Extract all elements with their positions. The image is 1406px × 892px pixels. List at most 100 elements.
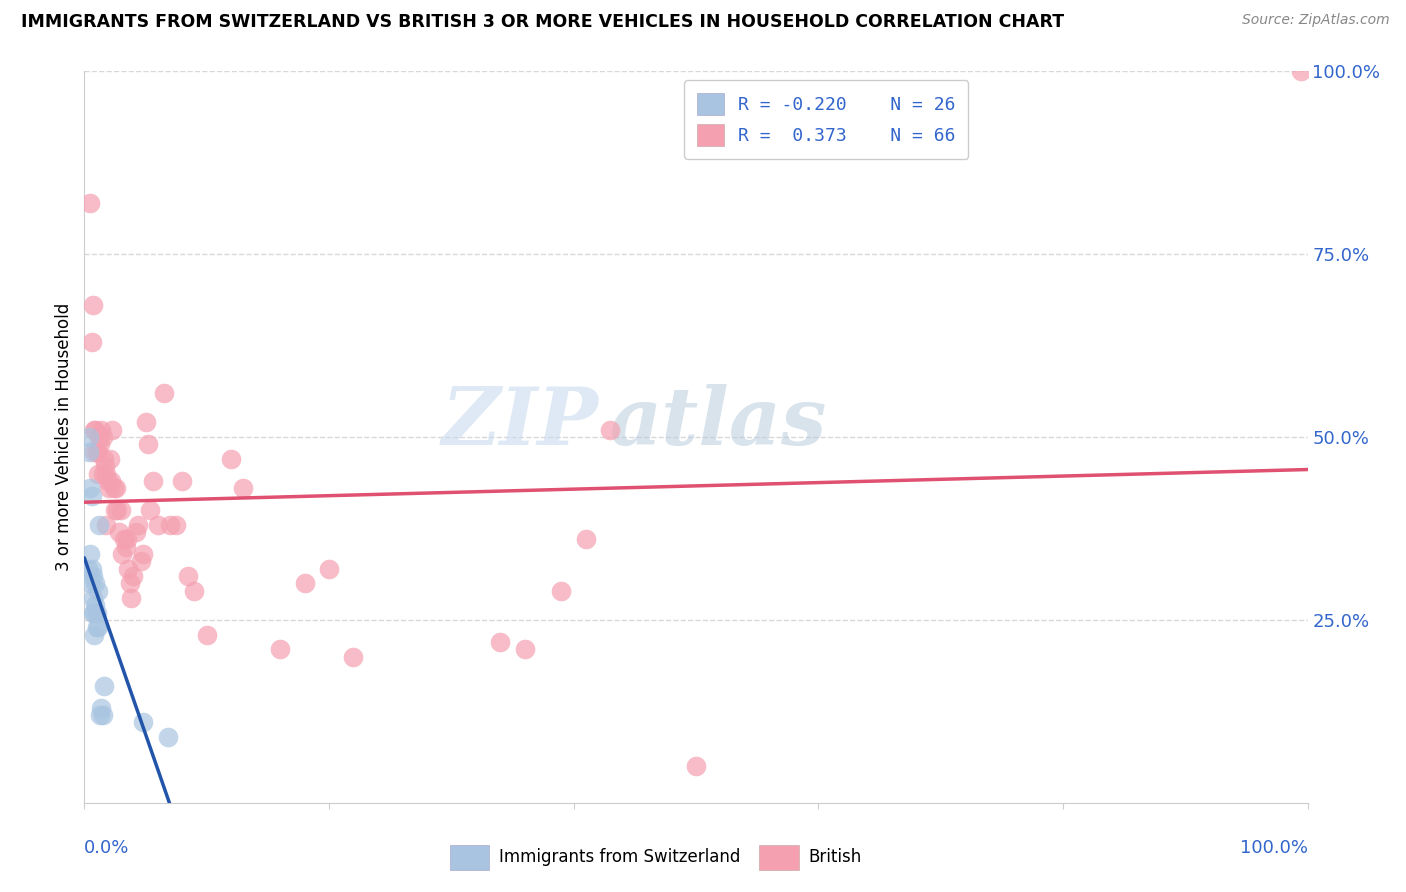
Point xyxy=(110,503,132,517)
Point xyxy=(86,444,108,458)
Point xyxy=(86,620,108,634)
Point xyxy=(94,459,117,474)
Point xyxy=(183,583,205,598)
Point xyxy=(129,554,152,568)
Point xyxy=(489,635,512,649)
Point xyxy=(89,708,111,723)
Point xyxy=(104,503,127,517)
Text: Source: ZipAtlas.com: Source: ZipAtlas.com xyxy=(1241,13,1389,28)
Point xyxy=(84,423,107,437)
Point xyxy=(112,533,135,547)
Point xyxy=(82,569,104,583)
Point xyxy=(80,334,103,349)
Point xyxy=(513,642,536,657)
Point xyxy=(77,430,100,444)
Point xyxy=(132,715,155,730)
Point xyxy=(115,533,138,547)
Point xyxy=(101,423,124,437)
Point xyxy=(84,576,107,591)
Point xyxy=(87,583,110,598)
Text: atlas: atlas xyxy=(610,384,828,461)
Point xyxy=(80,562,103,576)
Point xyxy=(90,700,112,714)
Point xyxy=(79,576,101,591)
Point xyxy=(599,423,621,437)
Point xyxy=(87,444,110,458)
Point xyxy=(342,649,364,664)
Point xyxy=(79,196,101,211)
Point xyxy=(77,444,100,458)
Point xyxy=(146,517,169,532)
Text: ZIP: ZIP xyxy=(441,384,598,461)
Point xyxy=(195,627,218,641)
Legend: R = -0.220    N = 26, R =  0.373    N = 66: R = -0.220 N = 26, R = 0.373 N = 66 xyxy=(683,80,969,159)
Point xyxy=(97,481,120,495)
Text: 0.0%: 0.0% xyxy=(84,839,129,857)
Text: Immigrants from Switzerland: Immigrants from Switzerland xyxy=(499,848,741,866)
Point xyxy=(177,569,200,583)
Text: British: British xyxy=(808,848,862,866)
Point xyxy=(79,547,101,561)
Point xyxy=(84,599,107,613)
Point xyxy=(87,517,110,532)
Point xyxy=(156,730,179,744)
Point xyxy=(172,474,194,488)
Point xyxy=(294,576,316,591)
Point xyxy=(83,606,105,620)
Point xyxy=(83,423,105,437)
Point xyxy=(96,517,118,532)
Point xyxy=(87,430,110,444)
Point xyxy=(132,547,155,561)
Point xyxy=(117,562,139,576)
Point xyxy=(105,503,128,517)
Y-axis label: 3 or more Vehicles in Household: 3 or more Vehicles in Household xyxy=(55,303,73,571)
Point xyxy=(107,525,129,540)
Point xyxy=(89,437,111,451)
Point xyxy=(125,525,148,540)
Text: 100.0%: 100.0% xyxy=(1240,839,1308,857)
Point xyxy=(1291,64,1313,78)
Point xyxy=(87,620,110,634)
Point xyxy=(98,452,121,467)
Point xyxy=(91,467,114,481)
Point xyxy=(77,562,100,576)
Point xyxy=(136,437,159,451)
Point xyxy=(91,708,114,723)
Point xyxy=(103,481,125,495)
Point xyxy=(87,467,110,481)
Point xyxy=(96,467,118,481)
Point xyxy=(93,452,115,467)
Point xyxy=(97,474,120,488)
Point xyxy=(91,430,114,444)
Point xyxy=(127,517,149,532)
Point xyxy=(80,489,103,503)
Point xyxy=(685,759,707,773)
Point xyxy=(139,503,162,517)
Point xyxy=(105,481,128,495)
Point xyxy=(86,606,108,620)
Point xyxy=(219,452,242,467)
Point xyxy=(122,569,145,583)
Text: IMMIGRANTS FROM SWITZERLAND VS BRITISH 3 OR MORE VEHICLES IN HOUSEHOLD CORRELATI: IMMIGRANTS FROM SWITZERLAND VS BRITISH 3… xyxy=(21,13,1064,31)
Point xyxy=(82,298,104,312)
Point xyxy=(82,591,104,605)
Point xyxy=(100,474,122,488)
Point xyxy=(142,474,165,488)
Point xyxy=(159,517,181,532)
Point xyxy=(79,481,101,495)
Point xyxy=(232,481,254,495)
Point xyxy=(83,627,105,641)
Point xyxy=(318,562,340,576)
Point xyxy=(165,517,187,532)
Point xyxy=(575,533,598,547)
Point xyxy=(550,583,572,598)
Point xyxy=(115,540,138,554)
Point xyxy=(93,679,115,693)
Point xyxy=(135,416,157,430)
Point xyxy=(111,547,134,561)
Point xyxy=(153,386,176,401)
Point xyxy=(120,591,142,605)
Point xyxy=(118,576,141,591)
Point xyxy=(269,642,291,657)
Point xyxy=(90,423,112,437)
